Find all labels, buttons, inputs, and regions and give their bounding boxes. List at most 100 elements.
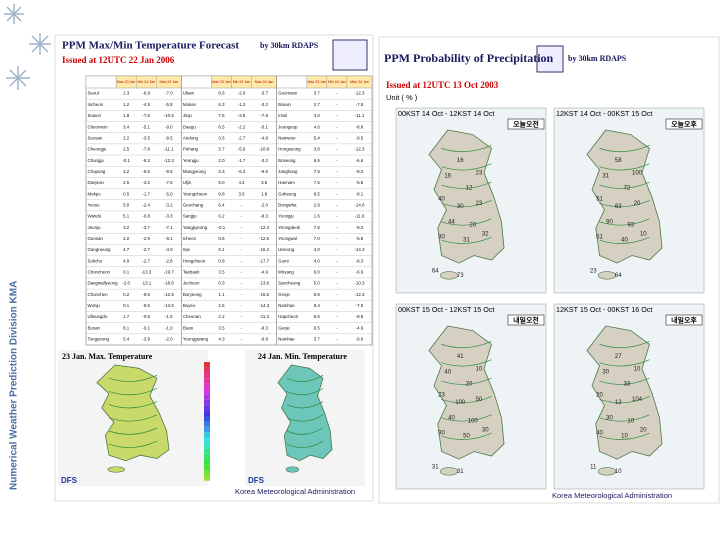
table-cell: 1.7 (123, 314, 130, 319)
table-cell: -1.7 (142, 191, 150, 196)
precipitation-value: 50 (463, 434, 470, 440)
table-cell: 3.4 (123, 124, 130, 129)
color-scale (204, 426, 210, 433)
map-tag: 내일오후 (671, 315, 697, 324)
boundary-line (441, 396, 492, 404)
color-scale (204, 432, 210, 438)
station-name: Geoje (278, 325, 290, 330)
table-cell: - (336, 124, 338, 129)
table-cell: -1.7 (238, 158, 246, 163)
table-cell: -13.1 (141, 281, 152, 286)
station-name: Namwon (278, 135, 296, 140)
table-cell: 3.7 (218, 147, 225, 152)
station-name: Sangju (183, 214, 197, 219)
table-cell: -3.7 (260, 91, 268, 96)
station-name: Hapcheon (278, 314, 299, 319)
precipitation-value: 30 (438, 431, 445, 437)
map-period: 12KST 15 Oct - 00KST 16 Oct (556, 305, 652, 314)
station-name: Busan (88, 325, 101, 330)
station-name: Geoje (278, 292, 290, 297)
table-cell: 5.4 (314, 135, 321, 140)
precipitation-value: 31 (602, 173, 609, 179)
table-cell: -13.6 (259, 281, 270, 286)
table-cell: -3.2 (260, 158, 268, 163)
table-cell: 1.1 (218, 292, 225, 297)
precipitation-value: 10 (621, 434, 628, 440)
table-cell: -3.5 (142, 135, 150, 140)
table-cell: -8.1 (356, 191, 364, 196)
station-name: Mokpo (88, 191, 102, 196)
table-cell: 4.6 (314, 124, 321, 129)
table-cell: -6.6 (356, 270, 364, 275)
table-cell: - (336, 102, 338, 107)
unit-label: Unit ( % ) (386, 93, 418, 102)
table-cell: 4.3 (218, 337, 225, 342)
table-header: Min 24 Jan (137, 80, 155, 84)
precipitation-value: 20 (466, 382, 473, 388)
table-cell: 3.6 (218, 135, 225, 140)
station-name: Wonju (88, 303, 101, 308)
precipitation-value: 40 (438, 196, 445, 202)
station-name: Taebaek (183, 270, 200, 275)
temperature-map-land (96, 364, 170, 462)
table-cell: - (336, 303, 338, 308)
table-cell: - (336, 325, 338, 330)
table-cell: -12.3 (259, 225, 270, 230)
table-cell: -9.5 (142, 292, 150, 297)
precipitation-value: 31 (457, 469, 464, 475)
precipitation-value: 10 (640, 232, 647, 238)
table-cell: 1.6 (314, 214, 321, 219)
logo (536, 45, 564, 73)
precipitation-value: 73 (457, 273, 464, 279)
table-cell: -0.5 (142, 314, 150, 319)
color-scale (204, 410, 210, 416)
table-cell: 3.5 (218, 270, 225, 275)
precipitation-value: 31 (463, 238, 470, 244)
table-cell: -6.6 (356, 158, 364, 163)
precipitation-value: 90 (606, 219, 613, 225)
boundary-line (599, 341, 650, 349)
station-name: Cheonan (183, 314, 201, 319)
station-name: Yeongju (278, 214, 294, 219)
snowflake-decor (4, 4, 51, 90)
boundary-line (599, 163, 650, 171)
table-cell: 2.2 (123, 169, 130, 174)
table-cell: 7.8 (314, 225, 321, 230)
table-cell: 3.3 (218, 169, 225, 174)
table-cell: 6.0 (314, 270, 321, 275)
table-cell: 3.7 (314, 337, 321, 342)
precipitation-value: 20 (640, 428, 647, 434)
table-cell: 6.6 (314, 314, 321, 319)
table-cell: -12.3 (354, 91, 365, 96)
station-name: Pohang (183, 147, 199, 152)
color-scale (204, 421, 210, 427)
map-caption: 24 Jan. Min. Temperature (258, 352, 347, 361)
precipitation-value: 40 (596, 431, 603, 437)
precipitation-value: 40 (448, 415, 455, 421)
table-cell: - (241, 270, 243, 275)
table-header-cell (181, 75, 212, 89)
table-cell: -4.9 (260, 270, 268, 275)
station-name: Daegu (183, 124, 196, 129)
color-scale (204, 464, 210, 470)
table-cell: 6.9 (314, 292, 321, 297)
station-name: Imsil (278, 113, 287, 118)
precipitation-value: 30 (606, 415, 613, 421)
table-cell: -9.8 (260, 337, 268, 342)
station-name: Namhae (278, 337, 295, 342)
boundary-line (441, 359, 492, 367)
table-cell: 2.5 (123, 147, 130, 152)
table-cell: -9.6 (356, 337, 364, 342)
table-cell: - (336, 247, 338, 252)
boundary-line (441, 145, 492, 153)
logo (332, 39, 368, 71)
table-cell: -4.0 (165, 247, 173, 252)
table-cell: -5.1 (142, 124, 150, 129)
table-cell: -11.1 (355, 113, 365, 118)
precipitation-value: 16 (457, 158, 464, 164)
table-cell: -16.2 (259, 247, 270, 252)
table-cell: -7.8 (260, 113, 268, 118)
color-scale (204, 399, 210, 406)
station-name: Namhae (278, 303, 295, 308)
table-cell: -2.7 (238, 135, 246, 140)
